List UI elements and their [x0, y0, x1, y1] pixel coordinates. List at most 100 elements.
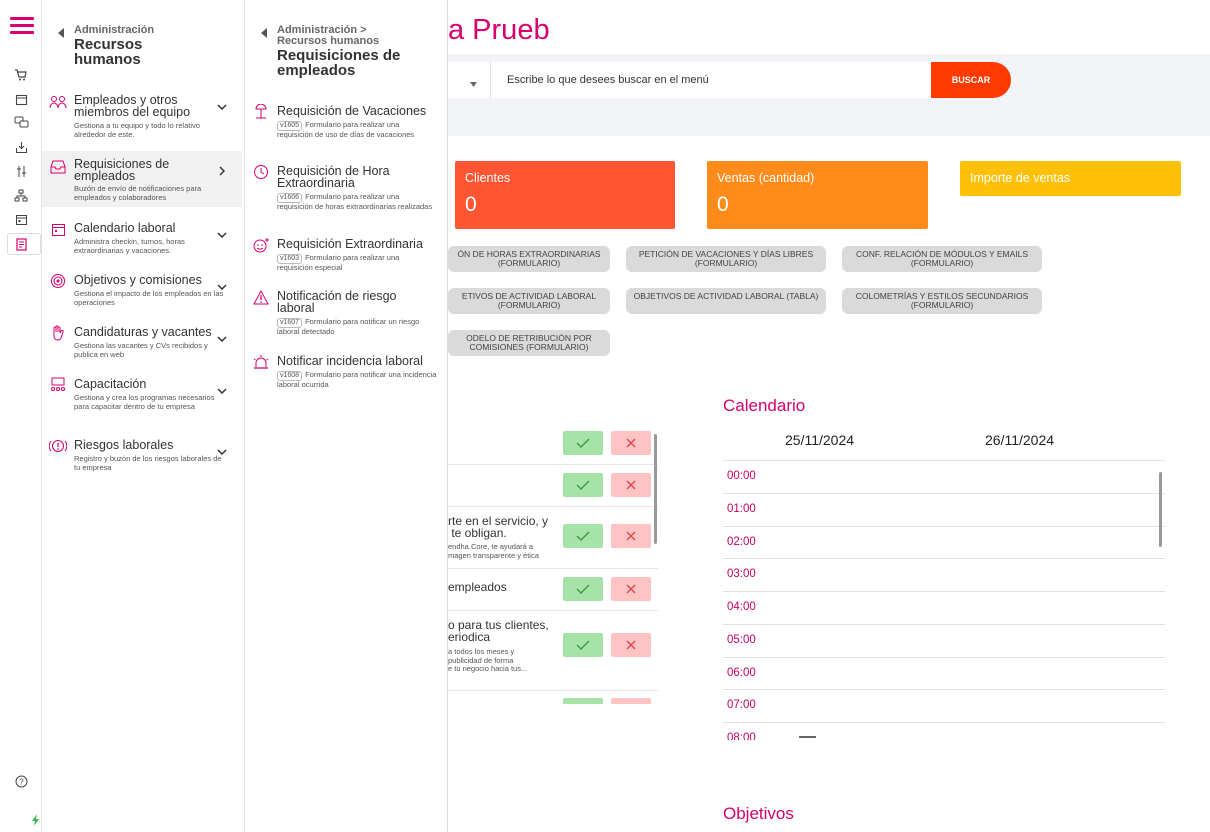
calendar-icon [48, 219, 68, 239]
reject-button[interactable] [611, 431, 651, 455]
cart-icon[interactable] [12, 66, 30, 84]
chat-icon[interactable] [12, 113, 30, 131]
menu-item-empleados[interactable]: Empleados y otros miembros del equipo Ge… [42, 92, 242, 148]
hour-label: 02:00 [727, 536, 756, 548]
beach-icon [251, 102, 271, 122]
calendar-hour-row[interactable]: 05:00 [723, 624, 1165, 657]
rail-active-item[interactable] [7, 233, 41, 255]
search-category-select[interactable] [448, 62, 491, 98]
calendar-hour-row[interactable]: 04:00 [723, 591, 1165, 624]
scrollbar[interactable] [654, 434, 657, 544]
approve-button[interactable] [563, 633, 603, 657]
hour-label: 04:00 [727, 601, 756, 613]
breadcrumb[interactable]: Administración > [277, 24, 367, 36]
reject-button[interactable] [611, 577, 651, 601]
quick-link-pill[interactable]: conf. relación de módulos y emails (form… [842, 246, 1042, 272]
sliders-icon[interactable] [12, 162, 30, 180]
help-icon[interactable]: ? [12, 772, 30, 790]
calendar-check-icon[interactable] [12, 210, 30, 228]
form-item-title: Requisición de Hora Extraordinaria [277, 164, 390, 190]
form-item-title: Requisición de Vacaciones [277, 104, 427, 118]
task-text: o para tus clientes, eriodica [448, 618, 549, 644]
form-item-desc: Formulario para realizar una requisición… [277, 253, 400, 272]
calendar-hour-row[interactable]: 08:00 [723, 722, 1165, 740]
clock-icon [251, 162, 271, 182]
inbox-tray-icon [48, 157, 68, 177]
menu-item-desc: Gestiona las vacantes y CVs recibidos y … [74, 341, 208, 359]
task-sub: endha.Core, te ayudará a magen transpare… [448, 542, 539, 560]
quick-link-pill[interactable]: petición de vacaciones y días libres (fo… [626, 246, 826, 272]
search-button[interactable]: BUSCAR [931, 62, 1011, 98]
calendar-icon[interactable] [12, 90, 30, 108]
document-icon[interactable] [12, 235, 30, 253]
reject-button[interactable] [611, 473, 651, 497]
menu-item-requisiciones[interactable]: Requisiciones de empleados Buzón de enví… [42, 151, 242, 207]
calendar-hour-row[interactable]: 03:00 [723, 558, 1165, 591]
reject-button[interactable] [611, 524, 651, 548]
approve-button[interactable] [563, 473, 603, 497]
task-row [448, 422, 658, 465]
back-arrow-icon[interactable] [261, 28, 267, 38]
hour-label: 00:00 [727, 470, 756, 482]
calendar-hour-row[interactable]: 01:00 [723, 493, 1165, 526]
hour-label: 05:00 [727, 634, 756, 646]
calendar-hour-row[interactable]: 02:00 [723, 526, 1165, 559]
breadcrumb[interactable]: Recursos humanos [277, 35, 380, 47]
form-item-desc: Formulario para realizar una requisición… [277, 120, 415, 139]
task-row: rte en el servicio, y te obligan. endha.… [448, 507, 658, 569]
kpi-label: Ventas (cantidad) [717, 171, 815, 185]
reject-button[interactable] [611, 633, 651, 657]
siren-icon [251, 352, 271, 372]
task-text: rte en el servicio, y te obligan. [448, 514, 549, 540]
hour-label: 07:00 [727, 699, 756, 711]
menu-item-title: Riesgos laborales [74, 438, 174, 452]
warning-icon [251, 287, 271, 307]
org-icon[interactable] [12, 186, 30, 204]
form-item-vacaciones[interactable]: Requisición de Vacaciones v1605 Formulari… [245, 102, 445, 152]
calendar-scrollbar[interactable] [1159, 472, 1162, 547]
inbox-icon[interactable] [12, 138, 30, 156]
form-item-title: Notificación de riesgo laboral [277, 289, 397, 315]
approve-button[interactable] [563, 698, 603, 704]
hour-label: 08:00 [727, 732, 756, 740]
breadcrumb[interactable]: Administración [74, 24, 155, 36]
form-item-riesgo[interactable]: Notificación de riesgo laboral v1607 Form… [245, 287, 445, 337]
menu-icon[interactable] [10, 13, 34, 38]
task-text: empleados [448, 580, 507, 594]
approve-button[interactable] [563, 431, 603, 455]
training-icon [48, 375, 68, 395]
calendar-hour-row[interactable]: 07:00 [723, 689, 1165, 722]
back-arrow-icon[interactable] [58, 28, 64, 38]
menu-item-desc: Gestiona a tu equipo y todo lo relativo … [74, 121, 200, 139]
hour-label: 01:00 [727, 503, 756, 515]
form-item-hora-extra[interactable]: Requisición de Hora Extraordinaria v1606… [245, 162, 445, 222]
form-item-title: Requisición Extraordinaria [277, 237, 423, 251]
approve-button[interactable] [563, 577, 603, 601]
form-item-extraordinaria[interactable]: Requisición Extraordinaria v1603 Formular… [245, 235, 445, 275]
calendar-grid: 00:00 01:00 02:00 03:00 04:00 05:00 06:0… [723, 460, 1165, 740]
quick-link-pill[interactable]: etivos de actividad laboral (formulario) [448, 288, 610, 314]
calendar-hour-row[interactable]: 06:00 [723, 657, 1165, 690]
hour-label: 03:00 [727, 568, 756, 580]
approve-button[interactable] [563, 524, 603, 548]
form-item-incidencia[interactable]: Notificar incidencia laboral v1608 Formul… [245, 352, 445, 392]
calendar-marker [799, 736, 816, 738]
menu-item-calendario[interactable]: Calendario laboral Administra checkin, t… [42, 219, 242, 265]
menu-item-objetivos[interactable]: Objetivos y comisiones Gestiona el impac… [42, 271, 242, 317]
chevron-right-icon [216, 165, 228, 177]
quick-link-pill[interactable]: colometrías y estilos secundarios (formu… [842, 288, 1042, 314]
menu-item-riesgos[interactable]: Riesgos laborales Registro y buzón de lo… [42, 436, 242, 482]
menu-item-title: Capacitación [74, 377, 147, 391]
reject-button[interactable] [611, 698, 651, 704]
menu-item-capacitacion[interactable]: Capacitación Gestiona y crea los program… [42, 375, 242, 431]
panel-title: Recursos humanos [74, 36, 143, 68]
menu-item-candidaturas[interactable]: Candidaturas y vacantes Gestiona las vac… [42, 323, 242, 369]
quick-link-pill[interactable]: ón de horas extraordinarias (formulario) [448, 246, 610, 272]
calendar-hour-row[interactable]: 00:00 [723, 460, 1165, 493]
search-input[interactable] [491, 62, 931, 98]
panel-title: Requisiciones de empleados [277, 47, 401, 79]
menu-panel-primary: Administración Recursos humanos Empleado… [42, 0, 245, 832]
quick-link-pill[interactable]: objetivos de actividad laboral (tabla) [626, 288, 826, 314]
hour-label: 06:00 [727, 667, 756, 679]
